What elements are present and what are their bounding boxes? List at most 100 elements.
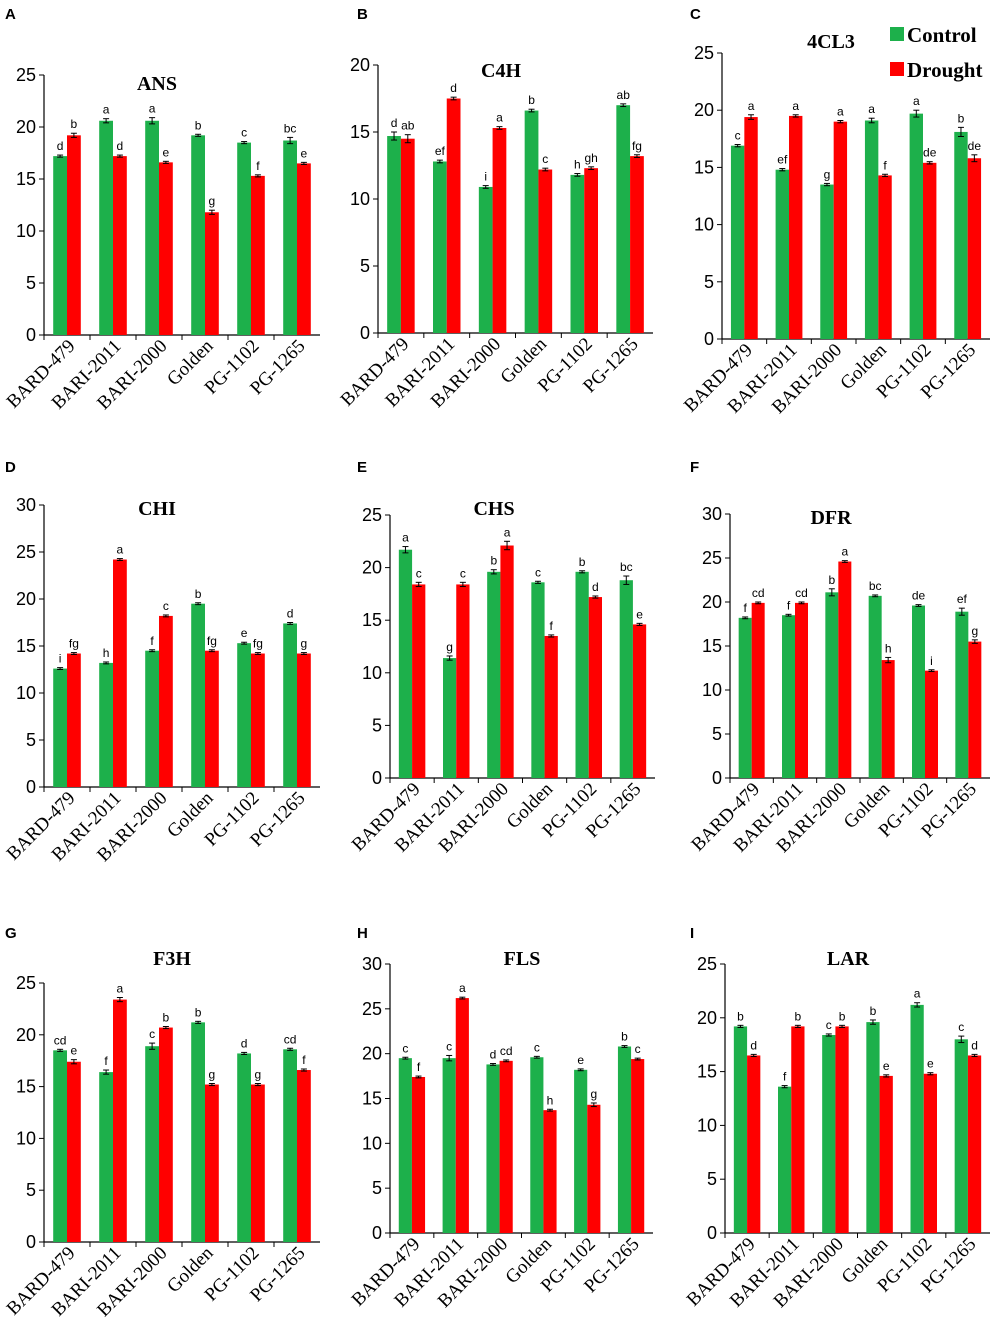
control-bar [443,658,457,778]
y-tick-label: 0 [372,768,382,788]
significance-label: e [163,145,170,159]
panel-title: F3H [153,948,191,970]
panel-f: FDFR051015202530fcdBARD-479fcdBARI-2011b… [687,459,990,857]
y-tick-label: 30 [362,954,382,974]
significance-label: f [550,619,554,633]
y-tick-label: 25 [16,65,36,85]
significance-label: c [460,566,466,580]
significance-label: b [579,555,586,569]
drought-bar [923,1073,937,1233]
y-tick-label: 15 [350,122,370,142]
drought-bar [584,168,598,333]
drought-bar [881,660,895,778]
y-tick-label: 30 [702,504,722,524]
drought-bar [543,1110,557,1233]
drought-bar [751,602,765,778]
significance-label: e [71,1044,78,1058]
panel-letter: A [5,6,16,23]
significance-label: c [534,1040,540,1054]
drought-bar [159,615,173,787]
control-bar [283,140,297,335]
panel-title: ANS [137,73,177,95]
drought-bar [412,584,426,778]
drought-bar [588,597,602,778]
significance-label: i [930,654,933,668]
significance-label: d [391,116,398,130]
drought-bar [113,559,127,787]
y-tick-label: 15 [16,636,36,656]
significance-label: f [783,1070,787,1084]
y-tick-label: 10 [16,683,36,703]
significance-label: a [868,102,875,116]
control-bar [778,1086,792,1233]
control-bar [283,1049,297,1242]
y-tick-label: 25 [697,954,717,974]
y-tick-label: 20 [16,589,36,609]
significance-label: a [748,99,755,113]
legend-label-control: Control [907,23,977,47]
significance-label: c [735,129,741,143]
y-tick-label: 5 [26,730,36,750]
drought-bar [968,641,982,778]
significance-label: g [209,1067,216,1081]
y-tick-label: 10 [697,1115,717,1135]
significance-label: e [927,1057,934,1071]
significance-label: b [195,1005,202,1019]
significance-label: g [209,194,216,208]
panel-i: ILAR0510152025bdBARD-479fbBARI-2011cbBAR… [683,925,990,1312]
significance-label: e [577,1053,584,1067]
significance-label: cd [54,1033,67,1047]
y-tick-label: 15 [362,610,382,630]
significance-label: c [535,565,541,579]
drought-bar [455,998,469,1233]
drought-bar [297,163,311,335]
y-tick-label: 25 [702,548,722,568]
significance-label: b [958,111,965,125]
drought-bar [113,999,127,1242]
control-bar [782,615,795,778]
panel-title: DFR [810,507,852,529]
control-bar [912,605,925,778]
significance-label: gh [584,151,597,165]
significance-label: a [496,111,503,125]
drought-bar [587,1104,601,1233]
y-tick-label: 5 [704,272,714,292]
drought-bar [747,1055,761,1233]
control-bar [866,1022,880,1233]
control-bar [616,105,631,333]
significance-label: b [795,1009,802,1023]
control-bar [820,184,834,339]
significance-label: de [912,589,926,603]
control-bar [191,1022,205,1242]
significance-label: c [958,1020,964,1034]
control-bar [775,169,789,339]
y-tick-label: 10 [16,1128,36,1148]
panel-letter: B [357,6,368,23]
significance-label: d [750,1038,757,1052]
drought-bar [411,1076,426,1233]
control-bar [733,1026,748,1233]
significance-label: e [301,146,308,160]
y-tick-label: 25 [362,505,382,525]
drought-bar [67,653,81,787]
panel-e: ECHS0510152025acBARD-479gcBARI-2011baBAR… [348,459,655,857]
significance-label: b [870,1004,877,1018]
significance-label: a [103,103,110,117]
control-bar [53,156,67,335]
significance-label: de [923,146,937,160]
drought-bar [795,602,808,778]
significance-label: cd [752,586,765,600]
control-bar [145,120,159,335]
significance-label: d [971,1038,978,1052]
panel-g: GF3H0510152025cdeBARD-479faBARI-2011cbBA… [3,925,320,1321]
panel-letter: C [690,6,701,23]
drought-bar [879,1075,893,1233]
drought-bar [499,1060,513,1233]
y-tick-label: 0 [712,768,722,788]
control-bar [954,131,968,339]
significance-label: h [103,646,110,660]
control-bar [530,1057,544,1233]
drought-bar [159,1027,173,1242]
